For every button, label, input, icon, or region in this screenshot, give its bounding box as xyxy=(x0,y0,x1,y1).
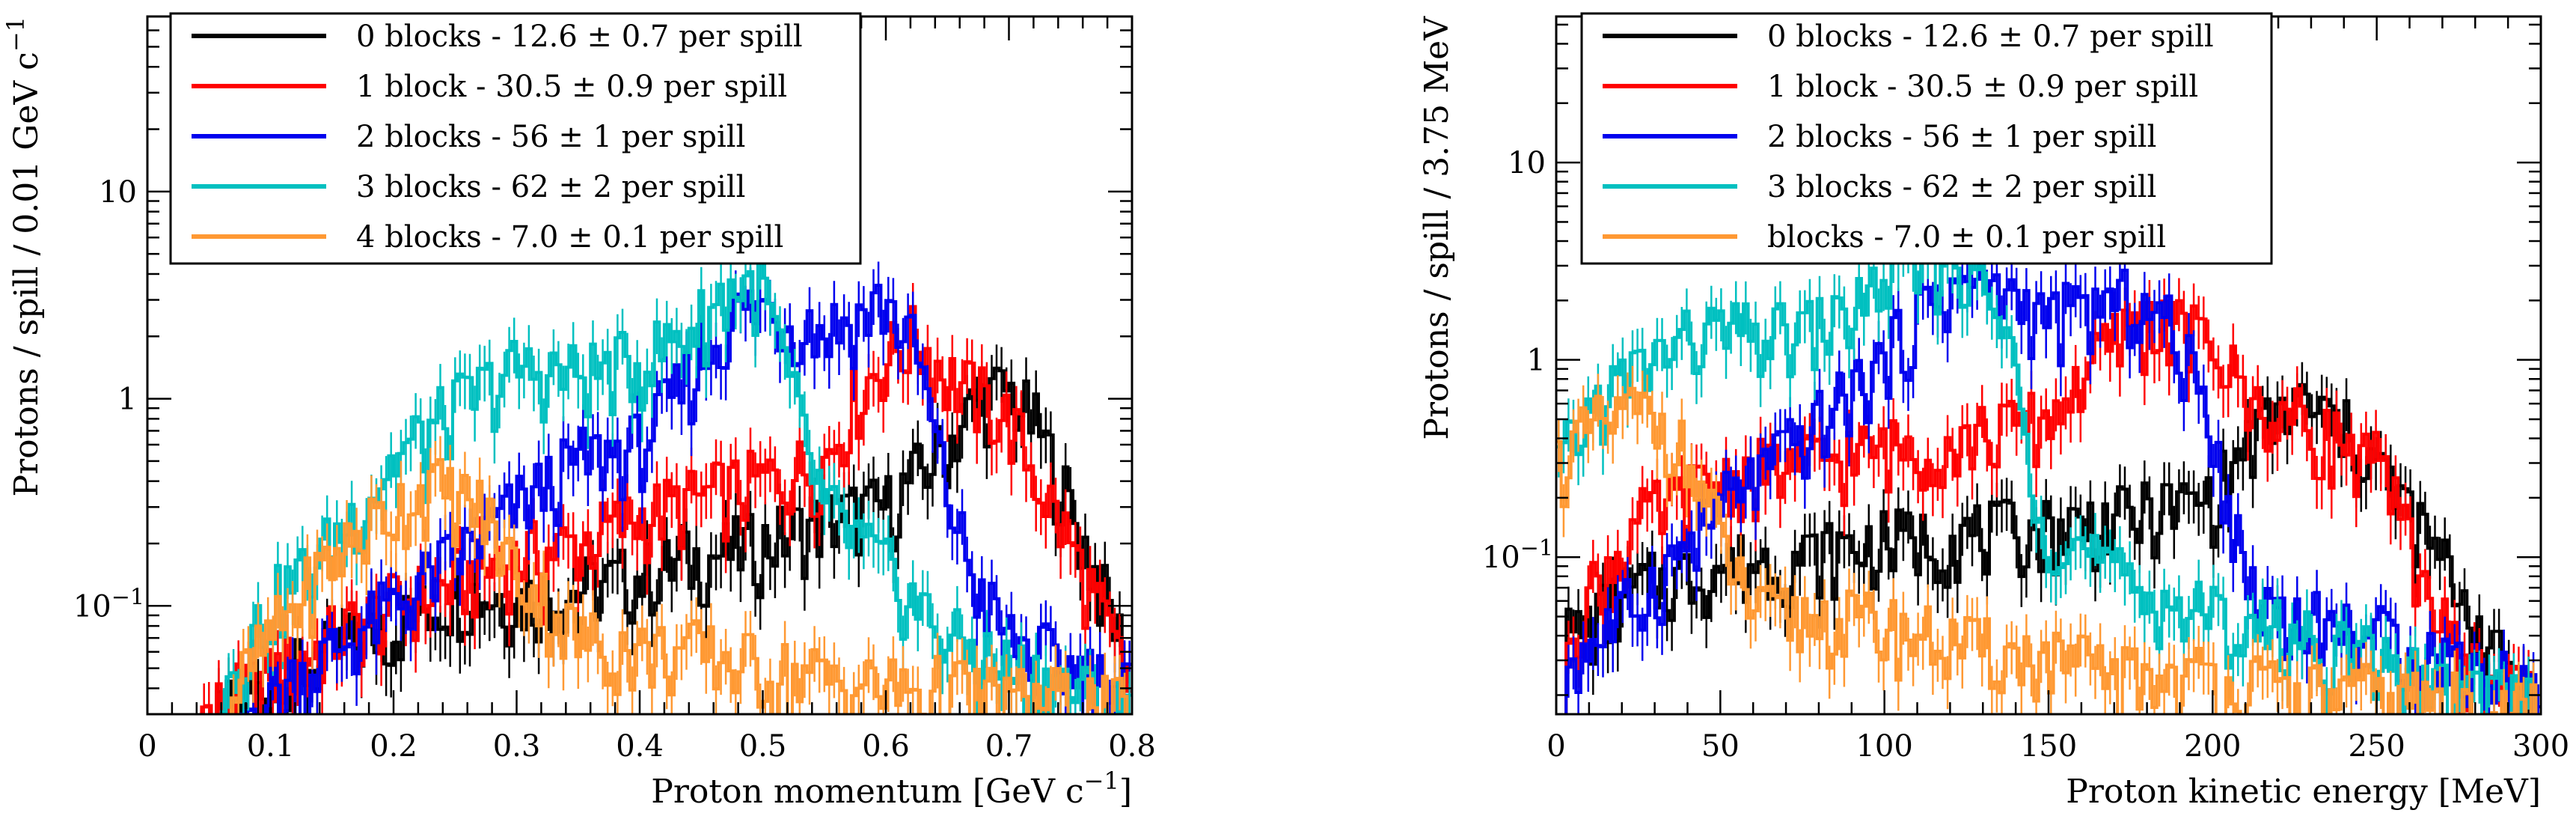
y-tick-label: 1 xyxy=(118,383,137,417)
y-axis-title: Protons / spill / 3.75 MeV xyxy=(1418,16,1456,440)
legend-label-4: blocks - 7.0 ± 0.1 per spill xyxy=(1767,220,2166,255)
x-tick-label: 100 xyxy=(1855,729,1912,764)
x-axis-title-text: Proton momentum [GeV c xyxy=(651,773,1083,811)
y-tick-label: 1 xyxy=(1527,344,1546,378)
legend-label-2: 2 blocks - 56 ± 1 per spill xyxy=(1767,120,2156,154)
series-4-histogram xyxy=(229,458,1129,714)
series-4-errorbars xyxy=(232,436,1126,714)
y-axis-title-text: Protons / spill / 0.01 GeV c xyxy=(7,52,46,496)
series-4 xyxy=(229,436,1129,714)
legend-label-0: 0 blocks - 12.6 ± 0.7 per spill xyxy=(1767,19,2214,54)
x-tick-label: 0.5 xyxy=(739,729,787,764)
y-tick-label-base: 10 xyxy=(1482,541,1520,575)
x-tick-label: 200 xyxy=(2184,729,2241,764)
x-tick-label: 0 xyxy=(1546,729,1565,764)
plot-area xyxy=(1556,210,2541,714)
x-axis-title-text: Proton kinetic energy [MeV] xyxy=(2066,773,2541,811)
x-axis-title-exponent: −1 xyxy=(1084,767,1119,795)
y-tick-label: 10 xyxy=(99,175,137,210)
series-1-histogram xyxy=(200,305,1132,714)
y-axis-title-exponent: −1 xyxy=(1,16,30,52)
x-tick-label: 150 xyxy=(2020,729,2077,764)
legend-label-1: 1 block - 30.5 ± 0.9 per spill xyxy=(1767,70,2198,104)
y-tick-label: 10 xyxy=(1508,146,1546,180)
x-tick-label: 0.1 xyxy=(247,729,295,764)
legend-label-2: 2 blocks - 56 ± 1 per spill xyxy=(356,120,745,154)
y-tick-label-exponent: −1 xyxy=(111,584,144,610)
x-tick-label: 0.8 xyxy=(1108,729,1156,764)
legend-label-3: 3 blocks - 62 ± 2 per spill xyxy=(1767,170,2156,204)
x-tick-label: 0.2 xyxy=(370,729,417,764)
x-axis-title-tail: ] xyxy=(1119,773,1132,811)
x-axis-title: Proton kinetic energy [MeV] xyxy=(2066,773,2541,811)
x-tick-label: 0 xyxy=(138,729,156,764)
y-tick-label: 10−1 xyxy=(73,584,144,624)
x-tick-label: 300 xyxy=(2512,729,2569,764)
legend-label-1: 1 block - 30.5 ± 0.9 per spill xyxy=(356,70,787,104)
y-tick-label: 10−1 xyxy=(1482,535,1553,575)
x-tick-label: 0.6 xyxy=(862,729,910,764)
legend-label-3: 3 blocks - 62 ± 2 per spill xyxy=(356,170,745,204)
x-tick-label: 0.3 xyxy=(493,729,541,764)
series-3-histogram xyxy=(219,255,1132,714)
x-tick-label: 50 xyxy=(1701,729,1740,764)
legend: 0 blocks - 12.6 ± 0.7 per spill 1 block -… xyxy=(169,12,862,265)
y-tick-label-exponent: −1 xyxy=(1520,535,1553,561)
x-tick-label: 250 xyxy=(2348,729,2405,764)
legend-label-4: 4 blocks - 7.0 ± 0.1 per spill xyxy=(356,220,783,255)
plot-area xyxy=(200,234,1132,714)
series-2-histogram xyxy=(1564,259,2541,714)
legend-label-0: 0 blocks - 12.6 ± 0.7 per spill xyxy=(356,19,803,54)
legend: 0 blocks - 12.6 ± 0.7 per spill 1 block -… xyxy=(1580,12,2273,265)
x-tick-label: 0.7 xyxy=(985,729,1033,764)
y-axis-title: Protons / spill / 0.01 GeV c−1 xyxy=(1,16,46,497)
x-tick-label: 0.4 xyxy=(616,729,664,764)
x-axis-title: Proton momentum [GeV c−1] xyxy=(651,767,1132,811)
y-tick-label-base: 10 xyxy=(73,589,111,624)
y-axis-title-text: Protons / spill / 3.75 MeV xyxy=(1418,16,1456,440)
